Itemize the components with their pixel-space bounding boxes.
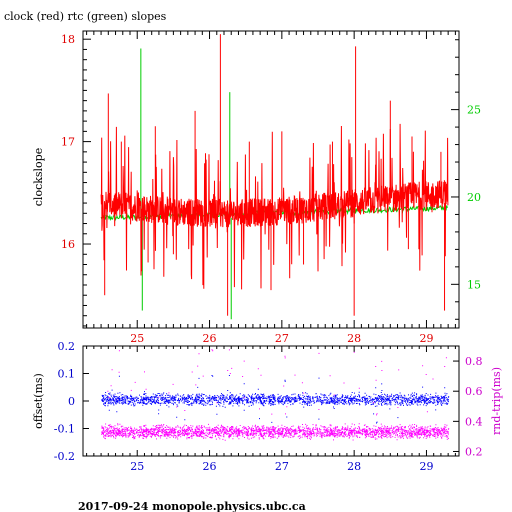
clock-slope-line (100, 123, 449, 290)
rnd-trip-points (101, 349, 450, 441)
footer-caption: 2017-09-24 monopole.physics.ubc.ca (78, 500, 306, 512)
bottom-yl-tick-label: 0.2 (58, 340, 76, 353)
bottom-x-tick-label: 25 (130, 460, 144, 473)
offset-points (101, 375, 450, 424)
top-x-tick-label: 27 (275, 332, 289, 345)
bottom-yr-tick-label: 0.6 (465, 385, 483, 398)
top-yl-tick-label: 18 (61, 33, 75, 46)
chart-title: clock (red) rtc (green) slopes (4, 10, 167, 23)
bottom-x-tick-label: 29 (419, 460, 433, 473)
top-yr-tick-label: 25 (467, 104, 481, 117)
top-yl-tick-label: 16 (61, 238, 75, 251)
bottom-yr-tick-label: 0.4 (465, 415, 483, 428)
bottom-x-tick-label: 27 (275, 460, 289, 473)
top-yr-tick-label: 20 (467, 191, 481, 204)
top-yr-tick-label: 15 (467, 278, 481, 291)
top-x-tick-label: 26 (203, 332, 217, 345)
bottom-yl-tick-label: -0.1 (54, 423, 75, 436)
top-plot-data (100, 34, 449, 320)
bottom-yr-tick-label: 0.2 (465, 445, 483, 458)
bottom-x-tick-label: 28 (347, 460, 361, 473)
top-x-tick-label: 28 (347, 332, 361, 345)
bottom-plot-data (101, 349, 450, 441)
top-ylabel: clockslope (32, 148, 45, 206)
top-yl-tick-label: 17 (61, 136, 75, 149)
bottom-x-tick-label: 26 (203, 460, 217, 473)
bottom-ylabel-right: rnd-trip(ms) (490, 367, 503, 435)
bottom-yl-tick-label: -0.2 (54, 450, 75, 463)
top-x-tick-label: 25 (130, 332, 144, 345)
top-x-tick-label: 29 (419, 332, 433, 345)
bottom-plot-ticks: 25 26 27 28 29 0.2 0.1 0 -0.1 -0.2 0.8 0.6 0.4 0.2 (54, 340, 483, 473)
bottom-yl-tick-label: 0 (68, 395, 75, 408)
top-plot-ticks: 25 26 27 28 29 16 17 18 15 20 25 (61, 31, 481, 345)
bottom-ylabel-left: offset(ms) (32, 373, 45, 429)
bottom-yl-tick-label: 0.1 (58, 368, 76, 381)
bottom-yr-tick-label: 0.8 (465, 355, 483, 368)
